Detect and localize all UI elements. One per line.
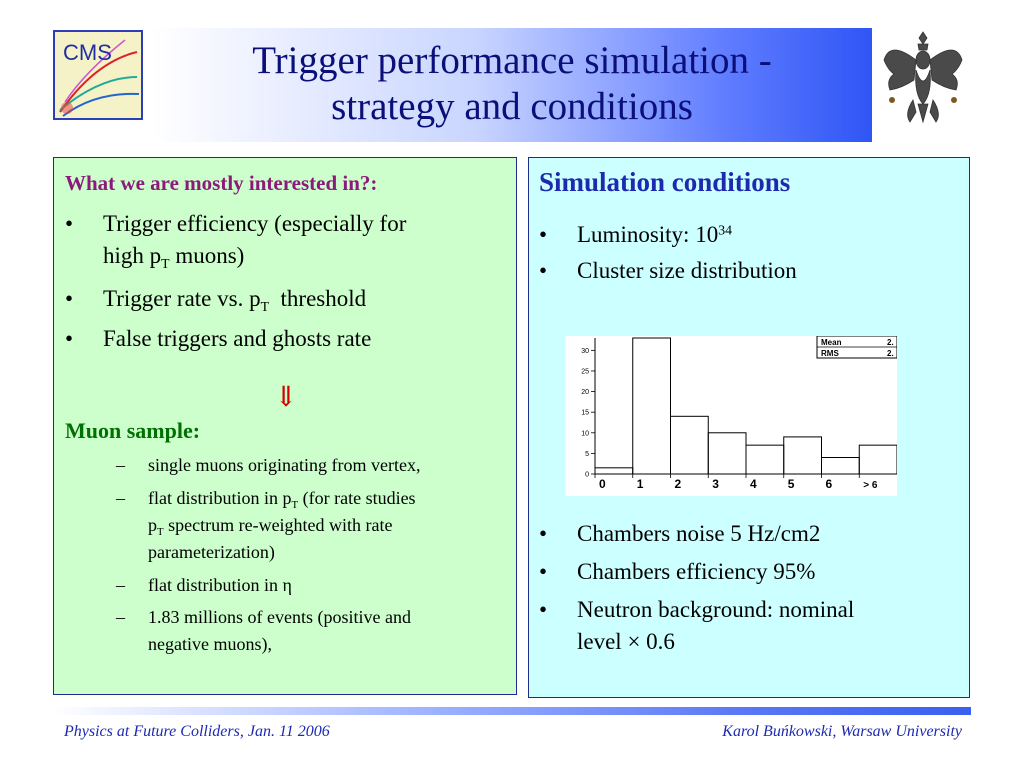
- x-tick-label: 3: [712, 477, 719, 491]
- bullet-dot: •: [539, 521, 548, 546]
- subscript: T: [157, 525, 164, 538]
- histogram-bar: [821, 457, 860, 475]
- x-tick-label: 5: [788, 477, 795, 491]
- y-tick-label: 20: [581, 389, 589, 396]
- eagle-icon: [883, 31, 963, 124]
- title-line-2: strategy and conditions: [331, 85, 693, 128]
- sub-bullet-text: parameterization): [148, 542, 275, 562]
- bullet-dot: •: [539, 222, 548, 247]
- bullet-text: Chambers noise 5 Hz/cm2: [577, 521, 821, 546]
- bullet-text: muons): [169, 243, 245, 268]
- histogram-bar: [858, 444, 898, 475]
- cms-logo-text: CMS: [63, 40, 112, 65]
- sub-bullet-text: flat distribution in η: [148, 575, 292, 595]
- simulation-conditions-heading: Simulation conditions: [539, 167, 791, 197]
- cluster-size-histogram: Mean RMS 2. 2. 0 5 10 15 20 25 30 0 1 2 3 4 5 6 > 6: [565, 335, 898, 496]
- footer-conference: Physics at Future Colliders, Jan. 11 200…: [64, 723, 330, 740]
- bullet-dot: •: [539, 258, 548, 283]
- bullet-dot: •: [65, 326, 74, 351]
- histogram-bar: [594, 467, 634, 475]
- bullet-text: threshold: [269, 286, 367, 311]
- sub-bullet-text: single muons originating from vertex,: [148, 455, 421, 475]
- sub-bullet-text: flat distribution in p: [148, 488, 292, 508]
- down-double-arrow-icon: ⇓: [274, 382, 298, 413]
- sub-bullet-text: (for rate studies: [298, 488, 416, 508]
- bullet-text: Neutron background: nominal: [577, 597, 855, 622]
- dash-marker: –: [116, 575, 125, 595]
- dash-marker: –: [116, 488, 125, 508]
- sub-bullet-text: spectrum re-weighted with rate: [163, 515, 393, 535]
- stats-label-rms: RMS: [821, 349, 839, 358]
- bullet-dot: •: [539, 559, 548, 584]
- bullet-dot: •: [539, 597, 548, 622]
- cms-logo: CMS: [53, 30, 143, 120]
- stats-value-mean: 2.: [887, 338, 894, 347]
- subscript: T: [291, 498, 299, 511]
- right-content-panel: Simulation conditions • Luminosity: 1034…: [528, 157, 970, 698]
- x-tick-label: > 6: [863, 480, 878, 491]
- y-tick-label: 30: [581, 348, 589, 355]
- left-content-panel: What we are mostly interested in?: • Tri…: [53, 157, 517, 695]
- superscript: 34: [718, 222, 732, 238]
- dash-marker: –: [116, 607, 125, 627]
- dash-marker: –: [116, 455, 125, 475]
- interests-heading: What we are mostly interested in?:: [65, 171, 378, 195]
- footer-divider: [53, 707, 971, 715]
- histogram-svg: Mean RMS 2. 2. 0 5 10 15 20 25 30 0 1 2 3 4 5 6 > 6: [581, 335, 898, 491]
- x-tick-label: 1: [637, 477, 644, 491]
- cms-logo-graphic: CMS: [55, 32, 141, 118]
- warsaw-university-eagle-emblem: [880, 30, 966, 128]
- x-tick-label: 6: [826, 477, 833, 491]
- x-tick-label: 0: [599, 477, 606, 491]
- subscript: T: [260, 298, 270, 314]
- bullet-text: high p: [103, 243, 162, 268]
- y-tick-label: 0: [585, 472, 589, 479]
- bullet-text: Luminosity: 10: [577, 222, 719, 247]
- page-title: Trigger performance simulation - strateg…: [152, 38, 872, 130]
- histogram-bar: [670, 415, 709, 475]
- title-line-1: Trigger performance simulation -: [252, 39, 772, 82]
- bullet-text: Trigger efficiency (especially for: [103, 211, 407, 236]
- bullet-text: False triggers and ghosts rate: [103, 326, 372, 351]
- stats-label-mean: Mean: [821, 338, 842, 347]
- histogram-bar: [632, 337, 671, 475]
- muon-sample-heading: Muon sample:: [65, 418, 201, 443]
- footer-author: Karol Buńkowski, Warsaw University: [722, 723, 962, 740]
- sub-bullet-text: 1.83 millions of events (positive and: [148, 607, 411, 627]
- x-tick-label: 4: [750, 477, 757, 491]
- bullet-text: Cluster size distribution: [577, 258, 797, 283]
- bullet-text: Trigger rate vs. p: [103, 286, 261, 311]
- stats-value-rms: 2.: [887, 349, 894, 358]
- histogram-bar: [783, 436, 822, 475]
- sub-bullet-text: negative muons),: [148, 634, 272, 654]
- bullet-dot: •: [65, 211, 74, 236]
- bullet-text: level × 0.6: [577, 629, 675, 654]
- histogram-bar: [707, 432, 747, 475]
- x-tick-label: 2: [675, 477, 682, 491]
- sub-bullet-text: p: [148, 515, 157, 535]
- y-tick-label: 5: [585, 451, 589, 458]
- title-banner: Trigger performance simulation - strateg…: [152, 28, 872, 142]
- y-tick-label: 15: [581, 410, 589, 417]
- bullet-dot: •: [65, 286, 74, 311]
- y-tick-label: 10: [581, 430, 589, 437]
- subscript: T: [161, 255, 170, 271]
- bullet-text: Chambers efficiency 95%: [577, 559, 816, 584]
- histogram-bar: [745, 444, 785, 475]
- y-tick-label: 25: [581, 368, 589, 375]
